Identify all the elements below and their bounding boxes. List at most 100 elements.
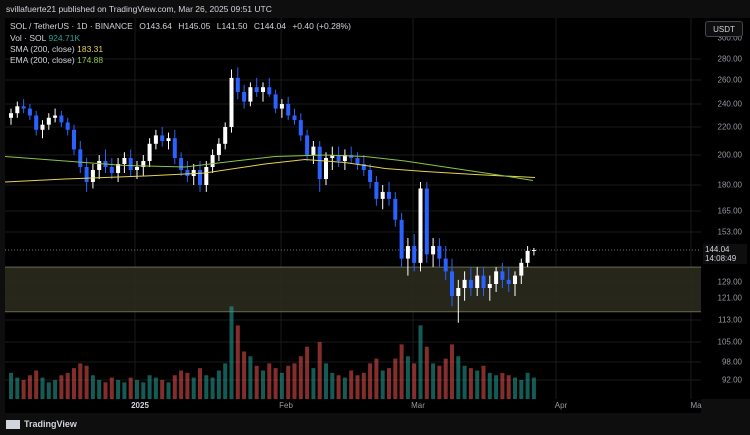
volume-bar	[261, 370, 265, 399]
candle-body	[431, 246, 436, 255]
candle-body	[229, 77, 234, 127]
candle-body	[437, 246, 442, 259]
candle-body	[59, 115, 64, 123]
y-tick: 280.00	[717, 54, 742, 64]
y-tick: 180.00	[717, 180, 742, 190]
volume-bar	[116, 380, 121, 399]
volume-bar	[72, 368, 76, 399]
candle-body	[160, 135, 165, 141]
volume-bar	[424, 346, 429, 399]
volume-bar	[481, 365, 486, 399]
volume-bar	[393, 358, 398, 399]
volume-bar	[160, 380, 165, 399]
candle-body	[487, 284, 492, 288]
ohlc-change: +0.40 (+0.28%)	[292, 21, 351, 31]
candle-body	[191, 170, 196, 176]
volume-bar	[204, 375, 209, 399]
ohlc-low: L141.50	[216, 21, 248, 31]
price-axis[interactable]: 300.00 280.00 260.00 240.00 220.00 200.00 180.…	[701, 18, 750, 399]
volume-bar	[59, 375, 64, 399]
candle-body	[254, 87, 259, 92]
x-tick-apr: Apr	[554, 401, 568, 410]
y-tick: 200.00	[717, 150, 742, 160]
volume-bar	[122, 382, 127, 399]
y-tick: 105.00	[717, 337, 742, 347]
candle-body	[135, 167, 139, 170]
candle-body	[21, 106, 26, 109]
candle-body	[46, 117, 51, 125]
candle-body	[147, 143, 152, 161]
indicator-label: SMA (200, close)	[10, 44, 75, 54]
y-tick: 98.00	[721, 357, 742, 367]
volume-bar	[172, 375, 177, 399]
publish-info: svillafuerte21 published on TradingView.…	[6, 4, 272, 14]
volume-bar	[412, 363, 417, 399]
tradingview-logo[interactable]: TradingView	[6, 419, 77, 429]
volume-bar	[368, 363, 373, 399]
x-tick-feb: Feb	[279, 401, 293, 410]
volume-bar	[336, 375, 341, 399]
volume-bar	[210, 377, 215, 399]
volume-bar	[531, 377, 536, 399]
candle-body	[179, 158, 184, 170]
y-tick: 129.00	[717, 277, 742, 287]
volume-bar	[153, 377, 158, 399]
x-tick-may: Ma	[690, 401, 702, 410]
volume-bar	[97, 380, 102, 399]
volume-bar	[216, 370, 221, 399]
volume-bar	[9, 372, 13, 399]
volume-bar	[223, 363, 228, 399]
y-tick: 240.00	[717, 99, 742, 109]
indicator-sma[interactable]: SMA (200, close) 183.31	[10, 44, 103, 54]
volume-bar	[84, 365, 89, 399]
support-zone	[5, 267, 701, 312]
volume-bar	[506, 375, 511, 399]
y-tick: 165.00	[717, 206, 742, 216]
candle-body	[380, 191, 385, 199]
ohlc-high: H145.05	[178, 21, 211, 31]
candle-body	[267, 87, 272, 95]
candle-body	[72, 129, 76, 150]
candle-body	[525, 250, 530, 263]
candle-body	[393, 198, 398, 220]
candle-body	[128, 158, 133, 170]
volume-bar	[431, 363, 436, 399]
y-tick: 92.00	[721, 375, 742, 385]
candle-body	[172, 138, 177, 158]
volume-bar	[46, 382, 51, 399]
volume-bar	[450, 344, 454, 399]
symbol-name[interactable]: SOL / TetherUS · 1D · BINANCE	[10, 21, 133, 31]
candle-body	[399, 219, 404, 259]
volume-bar	[78, 363, 83, 399]
candle-body	[261, 87, 265, 92]
volume-bar	[487, 372, 492, 399]
volume-bar	[185, 372, 190, 399]
x-tick-mar: Mar	[411, 401, 425, 410]
candle-body	[412, 246, 417, 263]
y-tick: 121.00	[717, 293, 742, 303]
volume-bar	[399, 344, 404, 399]
volume-bar	[330, 372, 335, 399]
indicator-value: 924.71K	[48, 33, 81, 43]
time-axis[interactable]: 2025 Feb Mar Apr Ma	[5, 399, 702, 413]
plot-area[interactable]	[5, 18, 701, 399]
volume-bar	[21, 380, 26, 399]
candle-body	[336, 155, 341, 161]
candle-body	[223, 127, 228, 144]
candle-body	[9, 113, 13, 118]
currency-button[interactable]: USDT	[705, 21, 743, 37]
candle-body	[97, 161, 102, 170]
candle-body	[443, 258, 448, 272]
candle-body	[122, 158, 127, 164]
candle-body	[242, 92, 247, 102]
bar-countdown: 14:08:49	[705, 254, 737, 263]
volume-bar	[27, 375, 32, 399]
candlestick-chart[interactable]	[5, 18, 701, 399]
volume-bar	[147, 375, 152, 399]
candle-body	[349, 155, 354, 158]
indicator-ema[interactable]: EMA (200, close) 174.88	[10, 55, 103, 65]
volume-bar	[166, 382, 171, 399]
candle-body	[185, 170, 190, 176]
indicator-volume[interactable]: Vol · SOL 924.71K	[10, 33, 80, 43]
